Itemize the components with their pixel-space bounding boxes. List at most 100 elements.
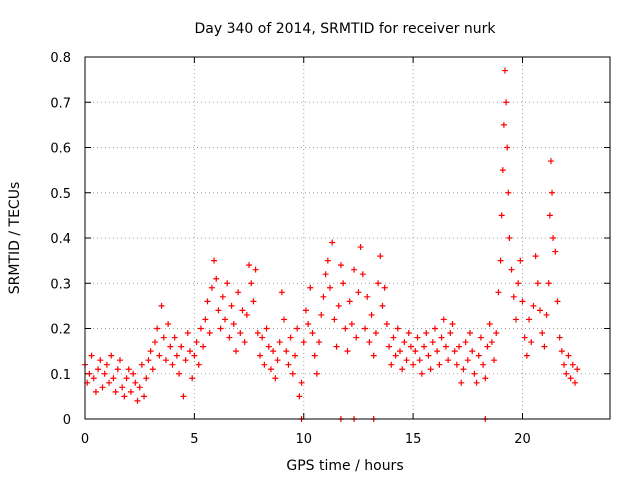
data-point	[421, 343, 428, 350]
data-point	[195, 361, 202, 368]
data-point	[160, 334, 167, 341]
data-point	[178, 343, 185, 350]
data-point	[228, 302, 235, 309]
data-point	[565, 352, 572, 359]
data-point	[453, 361, 460, 368]
data-point	[482, 375, 489, 382]
data-point	[184, 330, 191, 337]
data-point	[377, 253, 384, 260]
data-point	[215, 307, 222, 314]
data-point	[567, 375, 574, 382]
data-point	[143, 375, 150, 382]
data-point	[213, 275, 220, 282]
data-point	[311, 352, 318, 359]
data-point	[243, 311, 250, 318]
data-point	[357, 244, 364, 251]
y-tick-label: 0.4	[50, 232, 71, 247]
data-point	[138, 361, 145, 368]
data-point	[99, 384, 106, 391]
data-point	[145, 357, 152, 364]
data-point	[401, 339, 408, 346]
data-point	[217, 325, 224, 332]
data-point	[169, 361, 176, 368]
data-point	[561, 361, 568, 368]
data-point	[123, 375, 130, 382]
data-point	[237, 330, 244, 337]
data-point	[287, 334, 294, 341]
data-point	[246, 262, 253, 269]
data-point	[322, 271, 329, 278]
axis-ticks	[84, 56, 610, 420]
data-point	[208, 284, 215, 291]
data-point	[442, 343, 449, 350]
data-point	[154, 325, 161, 332]
data-point	[193, 339, 200, 346]
data-point	[572, 379, 578, 386]
data-point	[379, 302, 386, 309]
data-point	[394, 325, 401, 332]
data-point	[263, 325, 270, 332]
data-point	[176, 370, 183, 377]
data-point	[519, 298, 526, 305]
data-point	[289, 370, 296, 377]
data-point	[397, 348, 403, 355]
data-point	[390, 334, 397, 341]
data-point	[386, 343, 393, 350]
data-point	[438, 334, 445, 341]
data-point	[141, 393, 148, 400]
data-point	[368, 311, 375, 318]
data-point	[403, 357, 410, 364]
data-point	[539, 330, 546, 337]
data-point	[425, 352, 432, 359]
y-tick-label: 0.3	[50, 277, 71, 292]
data-point	[432, 325, 438, 332]
data-point	[405, 330, 412, 337]
data-point	[281, 316, 288, 323]
data-point	[202, 316, 209, 323]
data-point	[362, 325, 368, 332]
data-point	[467, 330, 473, 337]
data-point	[92, 388, 99, 395]
data-point	[484, 343, 491, 350]
y-tick-label: 0.8	[50, 51, 71, 66]
y-tick-label: 0.2	[50, 323, 71, 338]
data-point	[488, 339, 495, 346]
data-point	[108, 352, 115, 359]
data-point	[97, 357, 104, 364]
data-point	[189, 375, 196, 382]
data-point	[180, 393, 187, 400]
data-point	[222, 316, 228, 323]
data-point	[274, 357, 281, 364]
x-axis-label: GPS time / hours	[286, 458, 403, 474]
data-point	[86, 370, 93, 377]
data-point	[95, 366, 102, 373]
data-point	[316, 339, 323, 346]
data-point	[252, 266, 259, 273]
data-point	[537, 307, 543, 314]
data-point	[125, 366, 132, 373]
data-point	[528, 339, 535, 346]
data-point	[136, 384, 143, 391]
y-tick-labels: 0 0.1 0.2 0.3 0.4 0.5 0.6 0.7 0.8	[50, 51, 71, 428]
data-point	[224, 280, 231, 287]
data-point	[464, 357, 471, 364]
data-point	[147, 348, 154, 355]
data-point	[515, 280, 522, 287]
data-point	[296, 393, 303, 400]
data-point	[320, 293, 327, 300]
data-point	[90, 375, 97, 382]
data-point	[412, 348, 419, 355]
data-point	[447, 330, 454, 337]
data-point	[504, 144, 511, 151]
data-point	[333, 343, 340, 350]
data-point	[558, 348, 565, 355]
data-point	[458, 379, 465, 386]
data-point	[506, 235, 513, 241]
chart-title: Day 340 of 2014, SRMTID for receiver nur…	[194, 21, 496, 37]
data-point	[127, 388, 134, 395]
data-point	[500, 121, 507, 128]
data-point	[407, 343, 414, 350]
data-point	[456, 343, 463, 350]
data-point	[383, 320, 390, 327]
data-point	[505, 189, 512, 196]
